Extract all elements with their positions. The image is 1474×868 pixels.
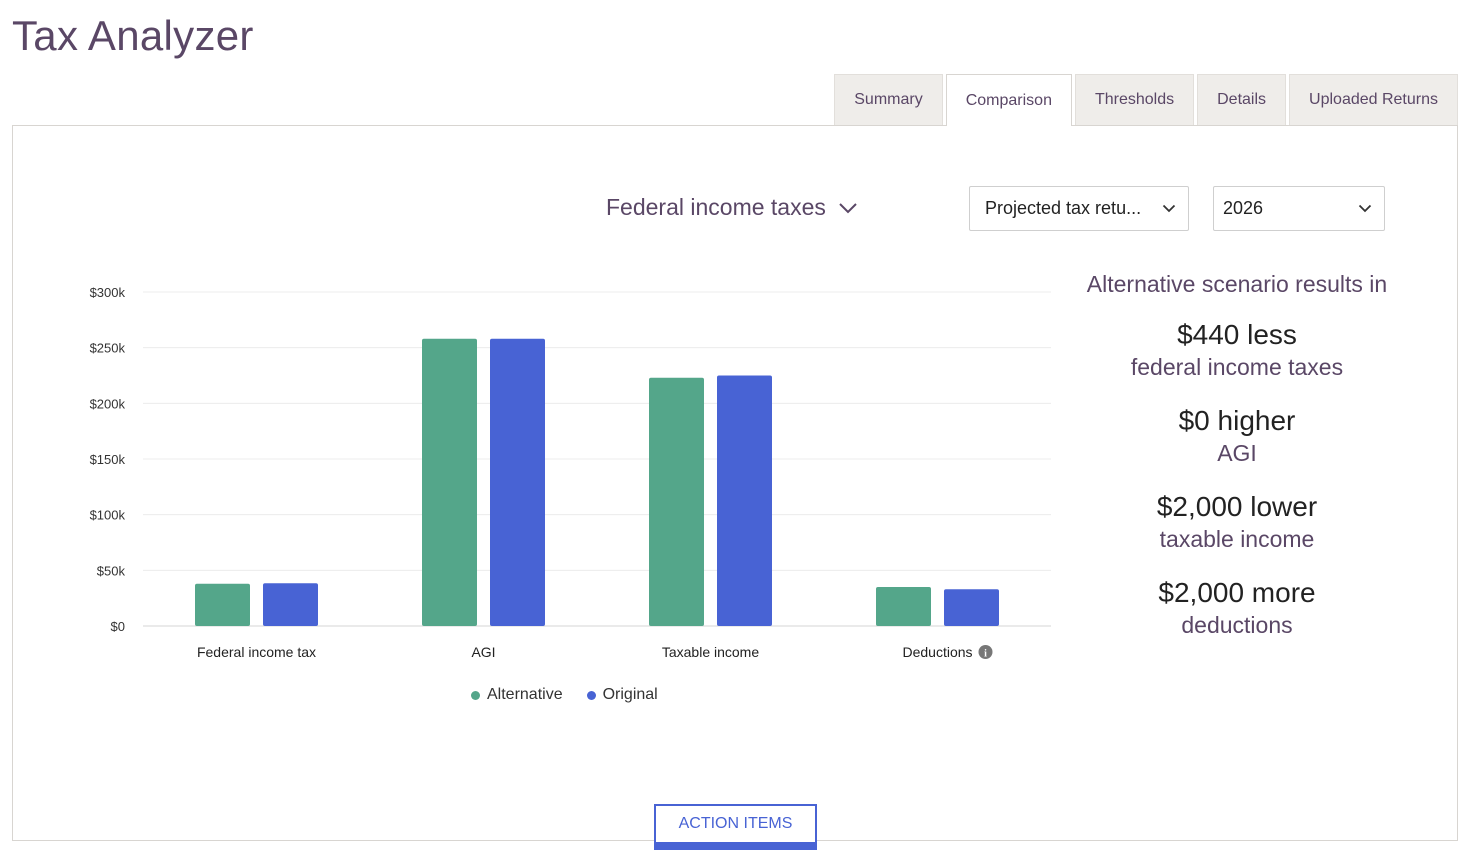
tab-summary[interactable]: Summary	[834, 74, 943, 125]
legend-item-original[interactable]: Original	[586, 686, 658, 704]
x-tick-label: Federal income tax	[197, 644, 316, 660]
year-select[interactable]: 2026	[1213, 186, 1385, 231]
app-title: Tax Analyzer	[12, 12, 254, 59]
year-select-value: 2026	[1223, 198, 1264, 218]
bar-original-2	[717, 375, 772, 626]
y-tick-label: $250k	[90, 341, 126, 356]
y-tick-label: $300k	[90, 285, 126, 300]
y-tick-label: $150k	[90, 452, 126, 467]
y-tick-label: $0	[111, 619, 125, 634]
metric-dropdown[interactable]: Federal income taxes	[606, 194, 858, 221]
legend-item-alternative[interactable]: Alternative	[471, 686, 563, 704]
legend-dot-original	[586, 690, 596, 700]
y-tick-label: $100k	[90, 508, 126, 523]
info-icon	[978, 645, 993, 659]
tab-uploaded-returns[interactable]: Uploaded Returns	[1289, 74, 1458, 125]
x-tick-label: AGI	[471, 644, 495, 660]
action-items-button[interactable]: ACTION ITEMS	[654, 804, 817, 850]
bar-alternative-2	[649, 377, 704, 626]
result-value: $2,000 lower	[1156, 491, 1318, 522]
result-deductions: $2,000 more deductions	[1073, 576, 1401, 640]
comparison-panel: Federal income taxes Projected tax retu.…	[12, 125, 1458, 850]
chart-legend: Alternative Original	[471, 686, 658, 704]
legend-dot-alternative	[471, 690, 480, 700]
result-label: federal income taxes	[1130, 354, 1344, 380]
comparison-bar-chart: $0 $50k $100k $150k $200k $250k $300k Federal i…	[90, 285, 1051, 660]
result-taxable-income: $2,000 lower taxable income	[1073, 490, 1401, 554]
y-tick-label: $200k	[90, 396, 126, 411]
legend-label-alternative: Alternative	[487, 686, 563, 703]
scenario-select-value: Projected tax retu...	[985, 198, 1142, 218]
info-icon-glyph: i	[984, 649, 987, 660]
result-agi: $0 higher AGI	[1073, 404, 1401, 468]
summary-heading: Alternative scenario results in	[1086, 271, 1388, 297]
y-tick-label: $50k	[97, 563, 126, 578]
chevron-down-icon	[839, 202, 857, 213]
result-value: $440 less	[1177, 319, 1297, 350]
x-tick-label: Taxable income	[662, 644, 759, 660]
bar-alternative-0	[195, 583, 250, 626]
x-tick-label: Deductions	[902, 644, 972, 660]
chevron-down-icon	[1358, 204, 1372, 213]
scenario-select[interactable]: Projected tax retu...	[969, 186, 1189, 231]
bar-alternative-1	[422, 338, 477, 626]
metric-dropdown-label: Federal income taxes	[606, 194, 826, 220]
result-label: deductions	[1181, 612, 1293, 638]
tab-details[interactable]: Details	[1197, 74, 1287, 125]
tab-bar: Summary Comparison Thresholds Details Up…	[834, 74, 1458, 126]
result-label: taxable income	[1159, 526, 1315, 552]
tab-comparison[interactable]: Comparison	[945, 74, 1072, 126]
tab-thresholds[interactable]: Thresholds	[1074, 74, 1195, 125]
bar-alternative-3	[876, 587, 931, 626]
bar-original-0	[263, 583, 318, 626]
scenario-summary: Alternative scenario results in $440 les…	[1073, 271, 1401, 662]
bar-original-3	[944, 589, 999, 626]
result-value: $2,000 more	[1158, 577, 1316, 608]
bar-original-1	[490, 338, 545, 626]
result-federal-income-taxes: $440 less federal income taxes	[1073, 318, 1401, 382]
result-value: $0 higher	[1178, 405, 1296, 436]
chevron-down-icon	[1162, 204, 1176, 213]
legend-label-original: Original	[602, 686, 658, 703]
result-label: AGI	[1217, 440, 1257, 466]
